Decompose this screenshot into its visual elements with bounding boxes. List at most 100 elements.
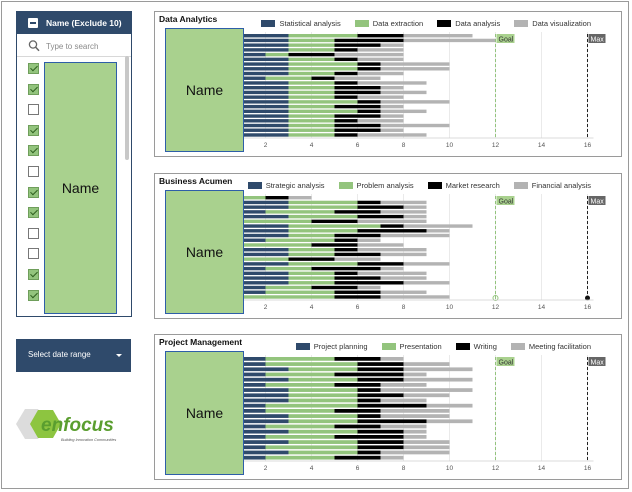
bar-segment[interactable] — [357, 48, 404, 52]
search-input[interactable] — [46, 40, 126, 53]
bar-segment[interactable] — [265, 383, 335, 387]
name-checkbox[interactable] — [28, 269, 39, 280]
bar-segment[interactable] — [334, 114, 381, 118]
bar-segment[interactable] — [380, 62, 450, 66]
legend-item[interactable]: Presentation — [381, 342, 442, 351]
bar-segment[interactable] — [219, 123, 289, 128]
bar-segment[interactable] — [334, 128, 381, 132]
bar-segment[interactable] — [242, 219, 312, 224]
bar-segment[interactable] — [334, 52, 404, 57]
bar-segment[interactable] — [219, 200, 289, 205]
bar-segment[interactable] — [357, 445, 404, 450]
bar-segment[interactable] — [219, 440, 289, 444]
bar-segment[interactable] — [288, 257, 335, 261]
bar-segment[interactable] — [265, 372, 335, 377]
bar-segment[interactable] — [380, 295, 450, 299]
bar-segment[interactable] — [380, 90, 427, 95]
bar-segment[interactable] — [288, 388, 358, 392]
bar-segment[interactable] — [334, 38, 404, 43]
bar-segment[interactable] — [265, 403, 358, 408]
bar-segment[interactable] — [288, 81, 335, 85]
name-checkbox[interactable] — [28, 124, 39, 136]
name-checkbox[interactable] — [28, 166, 39, 177]
bar-segment[interactable] — [380, 455, 404, 460]
bar-segment[interactable] — [288, 450, 358, 455]
bar-segment[interactable] — [334, 252, 381, 257]
bar-segment[interactable] — [357, 119, 404, 123]
bar-segment[interactable] — [380, 224, 404, 228]
bar-segment[interactable] — [357, 205, 404, 209]
bar-segment[interactable] — [288, 95, 335, 99]
bar-segment[interactable] — [219, 86, 289, 90]
bar-segment[interactable] — [403, 34, 473, 38]
bar-segment[interactable] — [219, 67, 289, 71]
bar-segment[interactable] — [265, 445, 358, 450]
bar-segment[interactable] — [380, 200, 427, 205]
bar-segment[interactable] — [357, 419, 427, 424]
bar-segment[interactable] — [334, 86, 381, 90]
bar-segment[interactable] — [265, 196, 289, 200]
scrollbar-thumb[interactable] — [125, 56, 129, 160]
bar-segment[interactable] — [426, 403, 473, 408]
bar-segment[interactable] — [288, 440, 358, 444]
bar-segment[interactable] — [288, 262, 358, 266]
bar-segment[interactable] — [219, 224, 289, 228]
bar-segment[interactable] — [219, 95, 289, 99]
bar-segment[interactable] — [265, 455, 335, 460]
bar-segment[interactable] — [288, 205, 358, 209]
bar-segment[interactable] — [357, 229, 427, 233]
bar-segment[interactable] — [288, 252, 335, 257]
bar-segment[interactable] — [288, 414, 358, 418]
bar-segment[interactable] — [288, 248, 335, 252]
bar-segment[interactable] — [288, 43, 335, 47]
legend-item[interactable]: Writing — [455, 342, 497, 351]
bar-segment[interactable] — [357, 388, 381, 392]
bar-segment[interactable] — [334, 290, 381, 294]
legend-item[interactable]: Financial analysis — [513, 181, 591, 190]
bar-segment[interactable] — [403, 214, 427, 219]
bar-segment[interactable] — [357, 393, 404, 398]
bar-segment[interactable] — [219, 214, 289, 219]
bar-segment[interactable] — [357, 429, 404, 434]
bar-segment[interactable] — [334, 95, 358, 99]
bar-segment[interactable] — [288, 229, 358, 233]
bar-segment[interactable] — [357, 67, 381, 71]
bar-segment[interactable] — [219, 367, 289, 372]
bar-segment[interactable] — [219, 429, 289, 434]
bar-segment[interactable] — [403, 429, 427, 434]
bar-segment[interactable] — [288, 123, 335, 128]
bar-segment[interactable] — [357, 362, 404, 366]
bar-segment[interactable] — [219, 48, 289, 52]
bar-segment[interactable] — [265, 362, 358, 366]
bar-segment[interactable] — [403, 435, 427, 439]
bar-segment[interactable] — [403, 38, 496, 43]
bar-segment[interactable] — [380, 276, 427, 280]
name-checkbox[interactable] — [28, 83, 39, 95]
bar-segment[interactable] — [357, 285, 381, 290]
bar-segment[interactable] — [403, 445, 450, 450]
bar-segment[interactable] — [288, 224, 381, 228]
bar-segment[interactable] — [357, 414, 381, 418]
bar-segment[interactable] — [219, 271, 289, 276]
bar-segment[interactable] — [357, 34, 404, 38]
bar-segment[interactable] — [288, 377, 358, 382]
name-checkbox[interactable] — [28, 104, 39, 116]
bar-segment[interactable] — [426, 419, 473, 424]
bar-segment[interactable] — [265, 76, 312, 80]
bar-segment[interactable] — [288, 52, 335, 57]
bar-segment[interactable] — [288, 86, 335, 90]
bar-segment[interactable] — [265, 357, 335, 361]
bar-segment[interactable] — [265, 424, 335, 429]
legend-item[interactable]: Data extraction — [354, 19, 423, 28]
bar-segment[interactable] — [357, 81, 427, 85]
bar-segment[interactable] — [357, 214, 404, 219]
name-checkbox[interactable] — [28, 145, 39, 157]
bar-segment[interactable] — [288, 271, 335, 276]
bar-segment[interactable] — [357, 200, 381, 205]
bar-segment[interactable] — [334, 43, 381, 47]
bar-segment[interactable] — [334, 71, 358, 76]
bar-segment[interactable] — [403, 262, 450, 266]
legend-item[interactable]: Problem analysis — [338, 181, 414, 190]
bar-segment[interactable] — [380, 67, 450, 71]
bar-segment[interactable] — [357, 248, 427, 252]
